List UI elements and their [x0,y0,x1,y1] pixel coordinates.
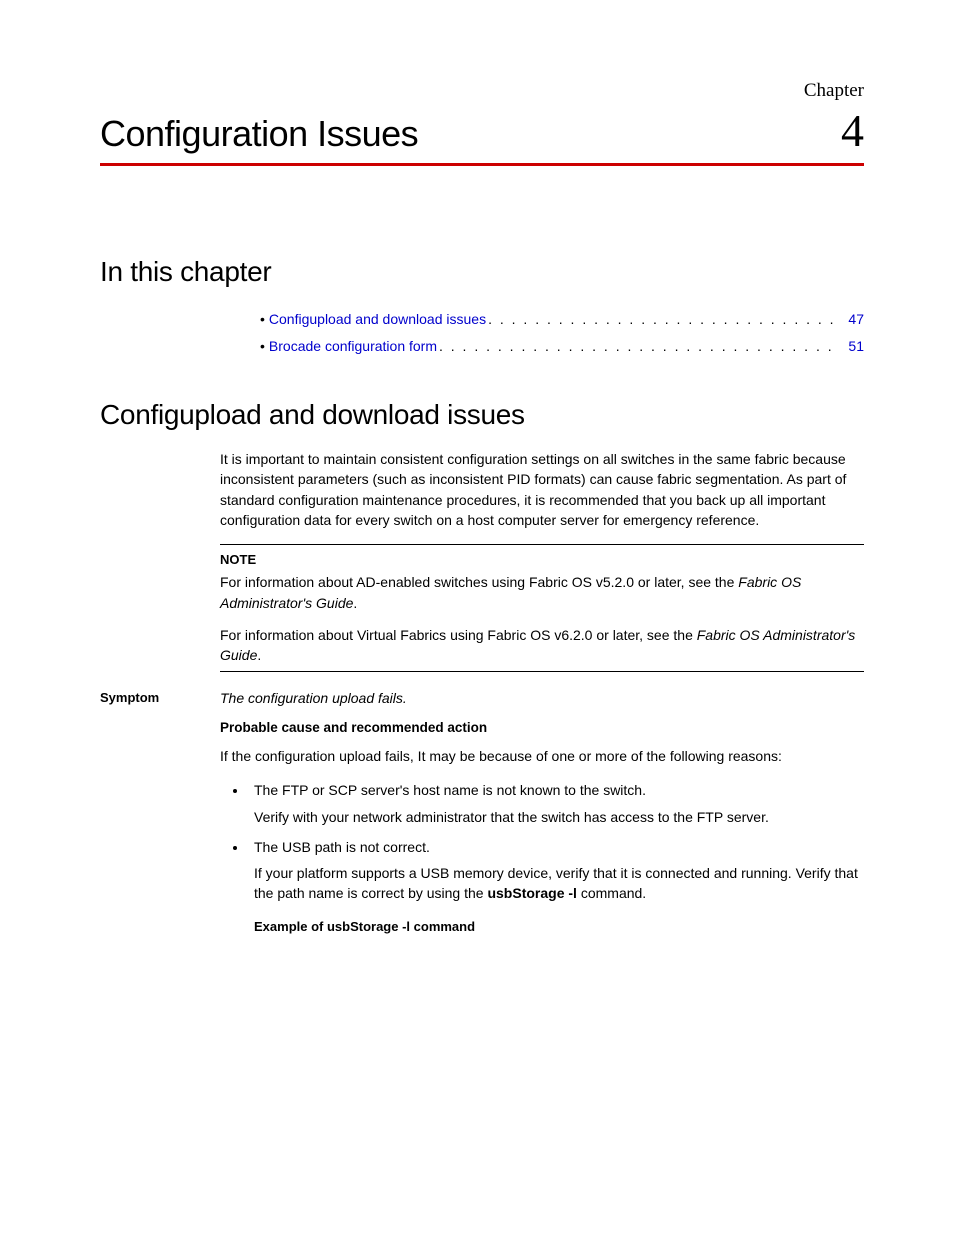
note-paragraph: For information about Virtual Fabrics us… [220,625,864,666]
cause-detail-text: command. [577,885,646,901]
command-text: usbStorage -l [487,885,576,901]
chapter-title: Configuration Issues [100,113,418,155]
probable-cause-block: Probable cause and recommended action If… [220,718,864,936]
chapter-number: 4 [841,104,864,157]
note-text: For information about AD-enabled switche… [220,574,738,590]
toc-item: • Configupload and download issues . . .… [260,306,864,333]
note-label: NOTE [220,551,864,570]
toc-page[interactable]: 47 [848,306,864,333]
example-label: Example of usbStorage -l command [254,918,864,937]
chapter-header: Configuration Issues 4 [100,104,864,157]
bullet-icon: • [260,306,265,333]
toc-link[interactable]: Brocade configuration form [269,333,437,360]
probable-cause-heading: Probable cause and recommended action [220,718,864,738]
note-box: NOTE For information about AD-enabled sw… [220,544,864,672]
cause-detail: Verify with your network administrator t… [254,807,864,827]
body-block: It is important to maintain consistent c… [220,449,864,672]
note-text: For information about Virtual Fabrics us… [220,627,697,643]
cause-item: The FTP or SCP server's host name is not… [248,780,864,827]
note-text: . [353,595,357,611]
cause-detail: If your platform supports a USB memory d… [254,863,864,904]
probable-cause-lead: If the configuration upload fails, It ma… [220,746,864,766]
toc-link[interactable]: Configupload and download issues [269,306,486,333]
symptom-row: Symptom The configuration upload fails. [100,690,864,706]
symptom-text: The configuration upload fails. [220,690,407,706]
cause-title: The USB path is not correct. [254,837,864,857]
toc-page[interactable]: 51 [848,333,864,360]
cause-title: The FTP or SCP server's host name is not… [254,780,864,800]
cause-item: The USB path is not correct. If your pla… [248,837,864,937]
page: Chapter Configuration Issues 4 In this c… [0,0,954,1007]
section-heading-configupload: Configupload and download issues [100,399,864,431]
toc-item: • Brocade configuration form . . . . . .… [260,333,864,360]
note-paragraph: For information about AD-enabled switche… [220,572,864,613]
note-text: . [257,647,261,663]
bullet-icon: • [260,333,265,360]
cause-list: The FTP or SCP server's host name is not… [220,780,864,936]
toc: • Configupload and download issues . . .… [260,306,864,359]
chapter-label: Chapter [100,80,864,102]
toc-leader: . . . . . . . . . . . . . . . . . . . . … [488,306,840,333]
title-rule [100,163,864,166]
section-heading-in-this-chapter: In this chapter [100,256,864,288]
intro-paragraph: It is important to maintain consistent c… [220,449,864,530]
symptom-label: Symptom [100,690,220,706]
toc-leader: . . . . . . . . . . . . . . . . . . . . … [439,333,840,360]
